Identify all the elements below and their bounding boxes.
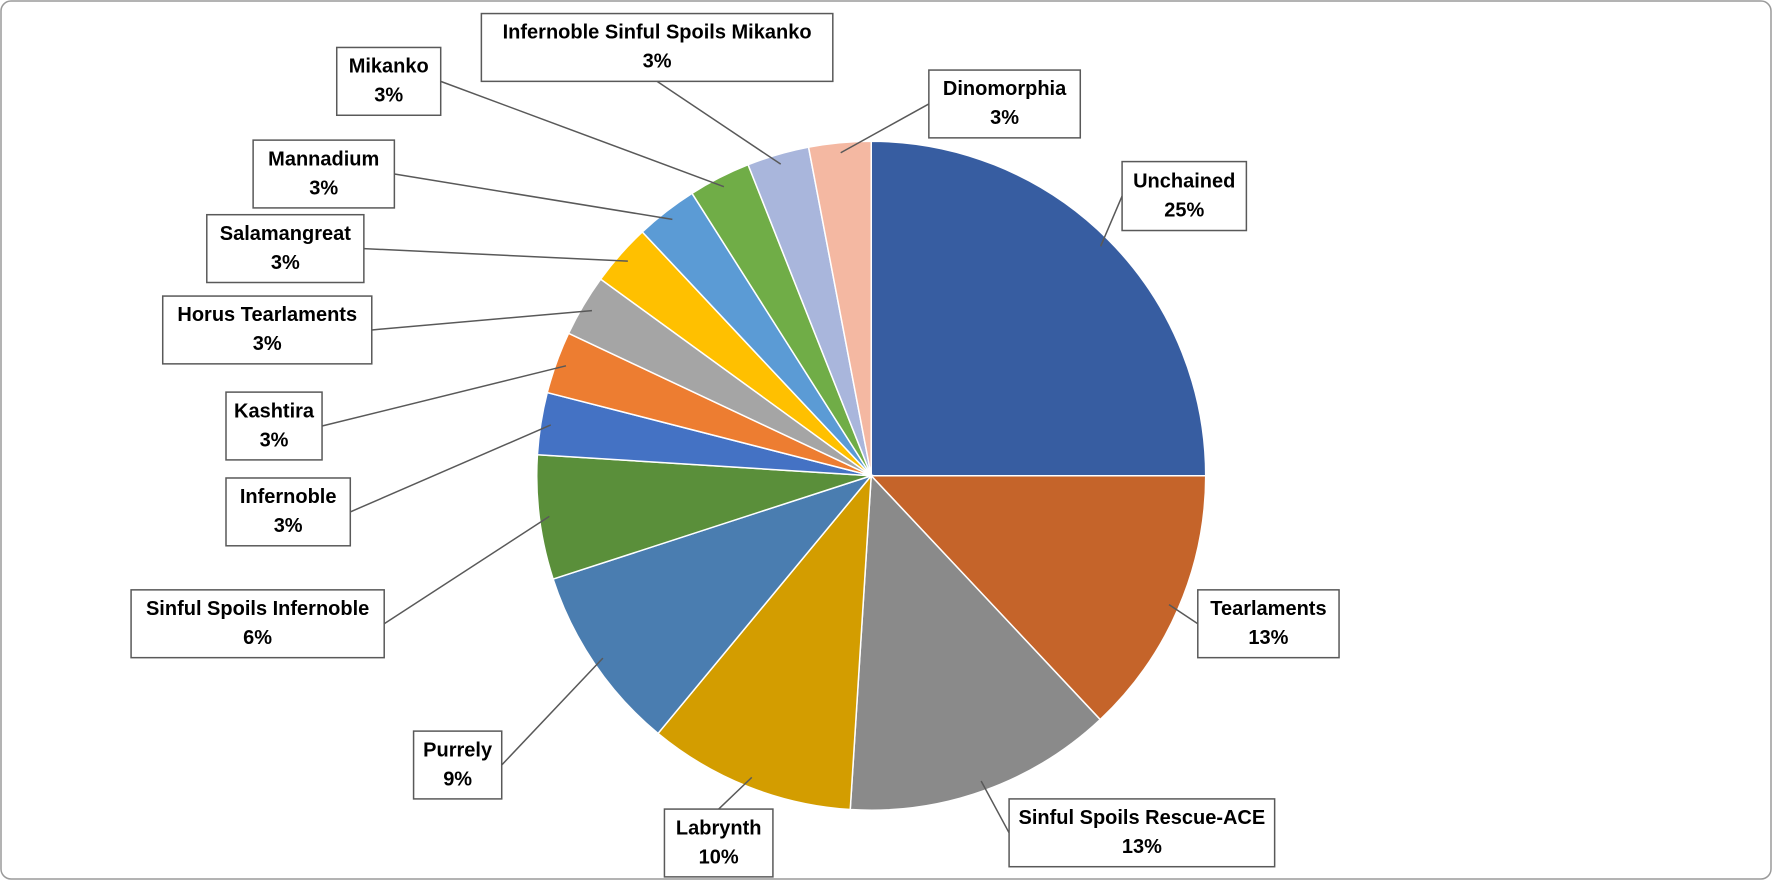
label-box [412, 730, 503, 800]
slice-value-label: 3% [260, 429, 289, 451]
slice-value-label: 25% [1164, 199, 1204, 221]
slice-value-label: 6% [243, 627, 272, 649]
pie-slice [552, 474, 874, 735]
pie-slice [656, 473, 873, 811]
label-box [225, 391, 323, 461]
leader-line [394, 173, 673, 221]
label-box [663, 808, 774, 878]
leader-line [718, 776, 753, 810]
label-box [225, 477, 352, 547]
leader-line [371, 309, 593, 331]
leader-line [656, 80, 782, 165]
slice-value-label: 3% [274, 515, 303, 537]
slice-value-label: 10% [699, 846, 739, 868]
pie-slice [807, 140, 872, 476]
leader-line [840, 103, 930, 154]
slice-label: Kashtira [234, 400, 315, 422]
slice-value-label: 3% [374, 85, 403, 107]
slice-label: Purrely [423, 739, 493, 761]
slice-label: Tearlaments [1210, 598, 1326, 620]
pie-slice [870, 140, 1207, 477]
label-box [1121, 160, 1248, 232]
slice-value-label: 3% [271, 252, 300, 274]
slice-label: Labrynth [676, 817, 762, 839]
leader-line [980, 780, 1010, 834]
slice-value-label: 9% [443, 768, 472, 790]
slice-value-label: 13% [1248, 627, 1288, 649]
leader-line [1168, 603, 1199, 625]
leader-line [501, 657, 604, 766]
label-box [206, 213, 365, 284]
label-box [161, 295, 373, 365]
leader-line [321, 365, 567, 427]
label-box [335, 46, 442, 117]
slice-label: Sinful Spoils Rescue-ACE [1019, 807, 1266, 829]
slice-label: Mannadium [268, 148, 379, 170]
pie-slice [869, 474, 1207, 721]
slice-value-label: 13% [1122, 836, 1162, 858]
leader-line [1099, 195, 1123, 247]
leader-line [383, 515, 550, 625]
label-box [480, 12, 834, 83]
slice-value-label: 3% [309, 177, 338, 199]
slice-label: Salamangreat [220, 223, 352, 245]
slice-label: Infernoble Sinful Spoils Mikanko [503, 22, 812, 44]
label-box [1008, 798, 1276, 868]
pie-slice [849, 473, 1102, 811]
pie-slice [536, 453, 872, 581]
label-box [130, 589, 385, 659]
slice-value-label: 3% [643, 51, 672, 73]
leader-line [363, 247, 628, 262]
label-box [252, 139, 396, 209]
slice-value-label: 3% [253, 333, 282, 355]
slice-label: Unchained [1133, 170, 1235, 192]
label-box [1197, 589, 1340, 659]
slice-label: Mikanko [349, 56, 429, 78]
slice-label: Infernoble [240, 486, 337, 508]
slice-label: Dinomorphia [943, 78, 1067, 100]
leader-line [350, 424, 552, 513]
leader-line [440, 80, 725, 188]
label-box [928, 69, 1082, 139]
slice-label: Sinful Spoils Infernoble [146, 598, 369, 620]
slice-value-label: 3% [990, 107, 1019, 129]
slice-label: Horus Tearlaments [177, 304, 357, 326]
